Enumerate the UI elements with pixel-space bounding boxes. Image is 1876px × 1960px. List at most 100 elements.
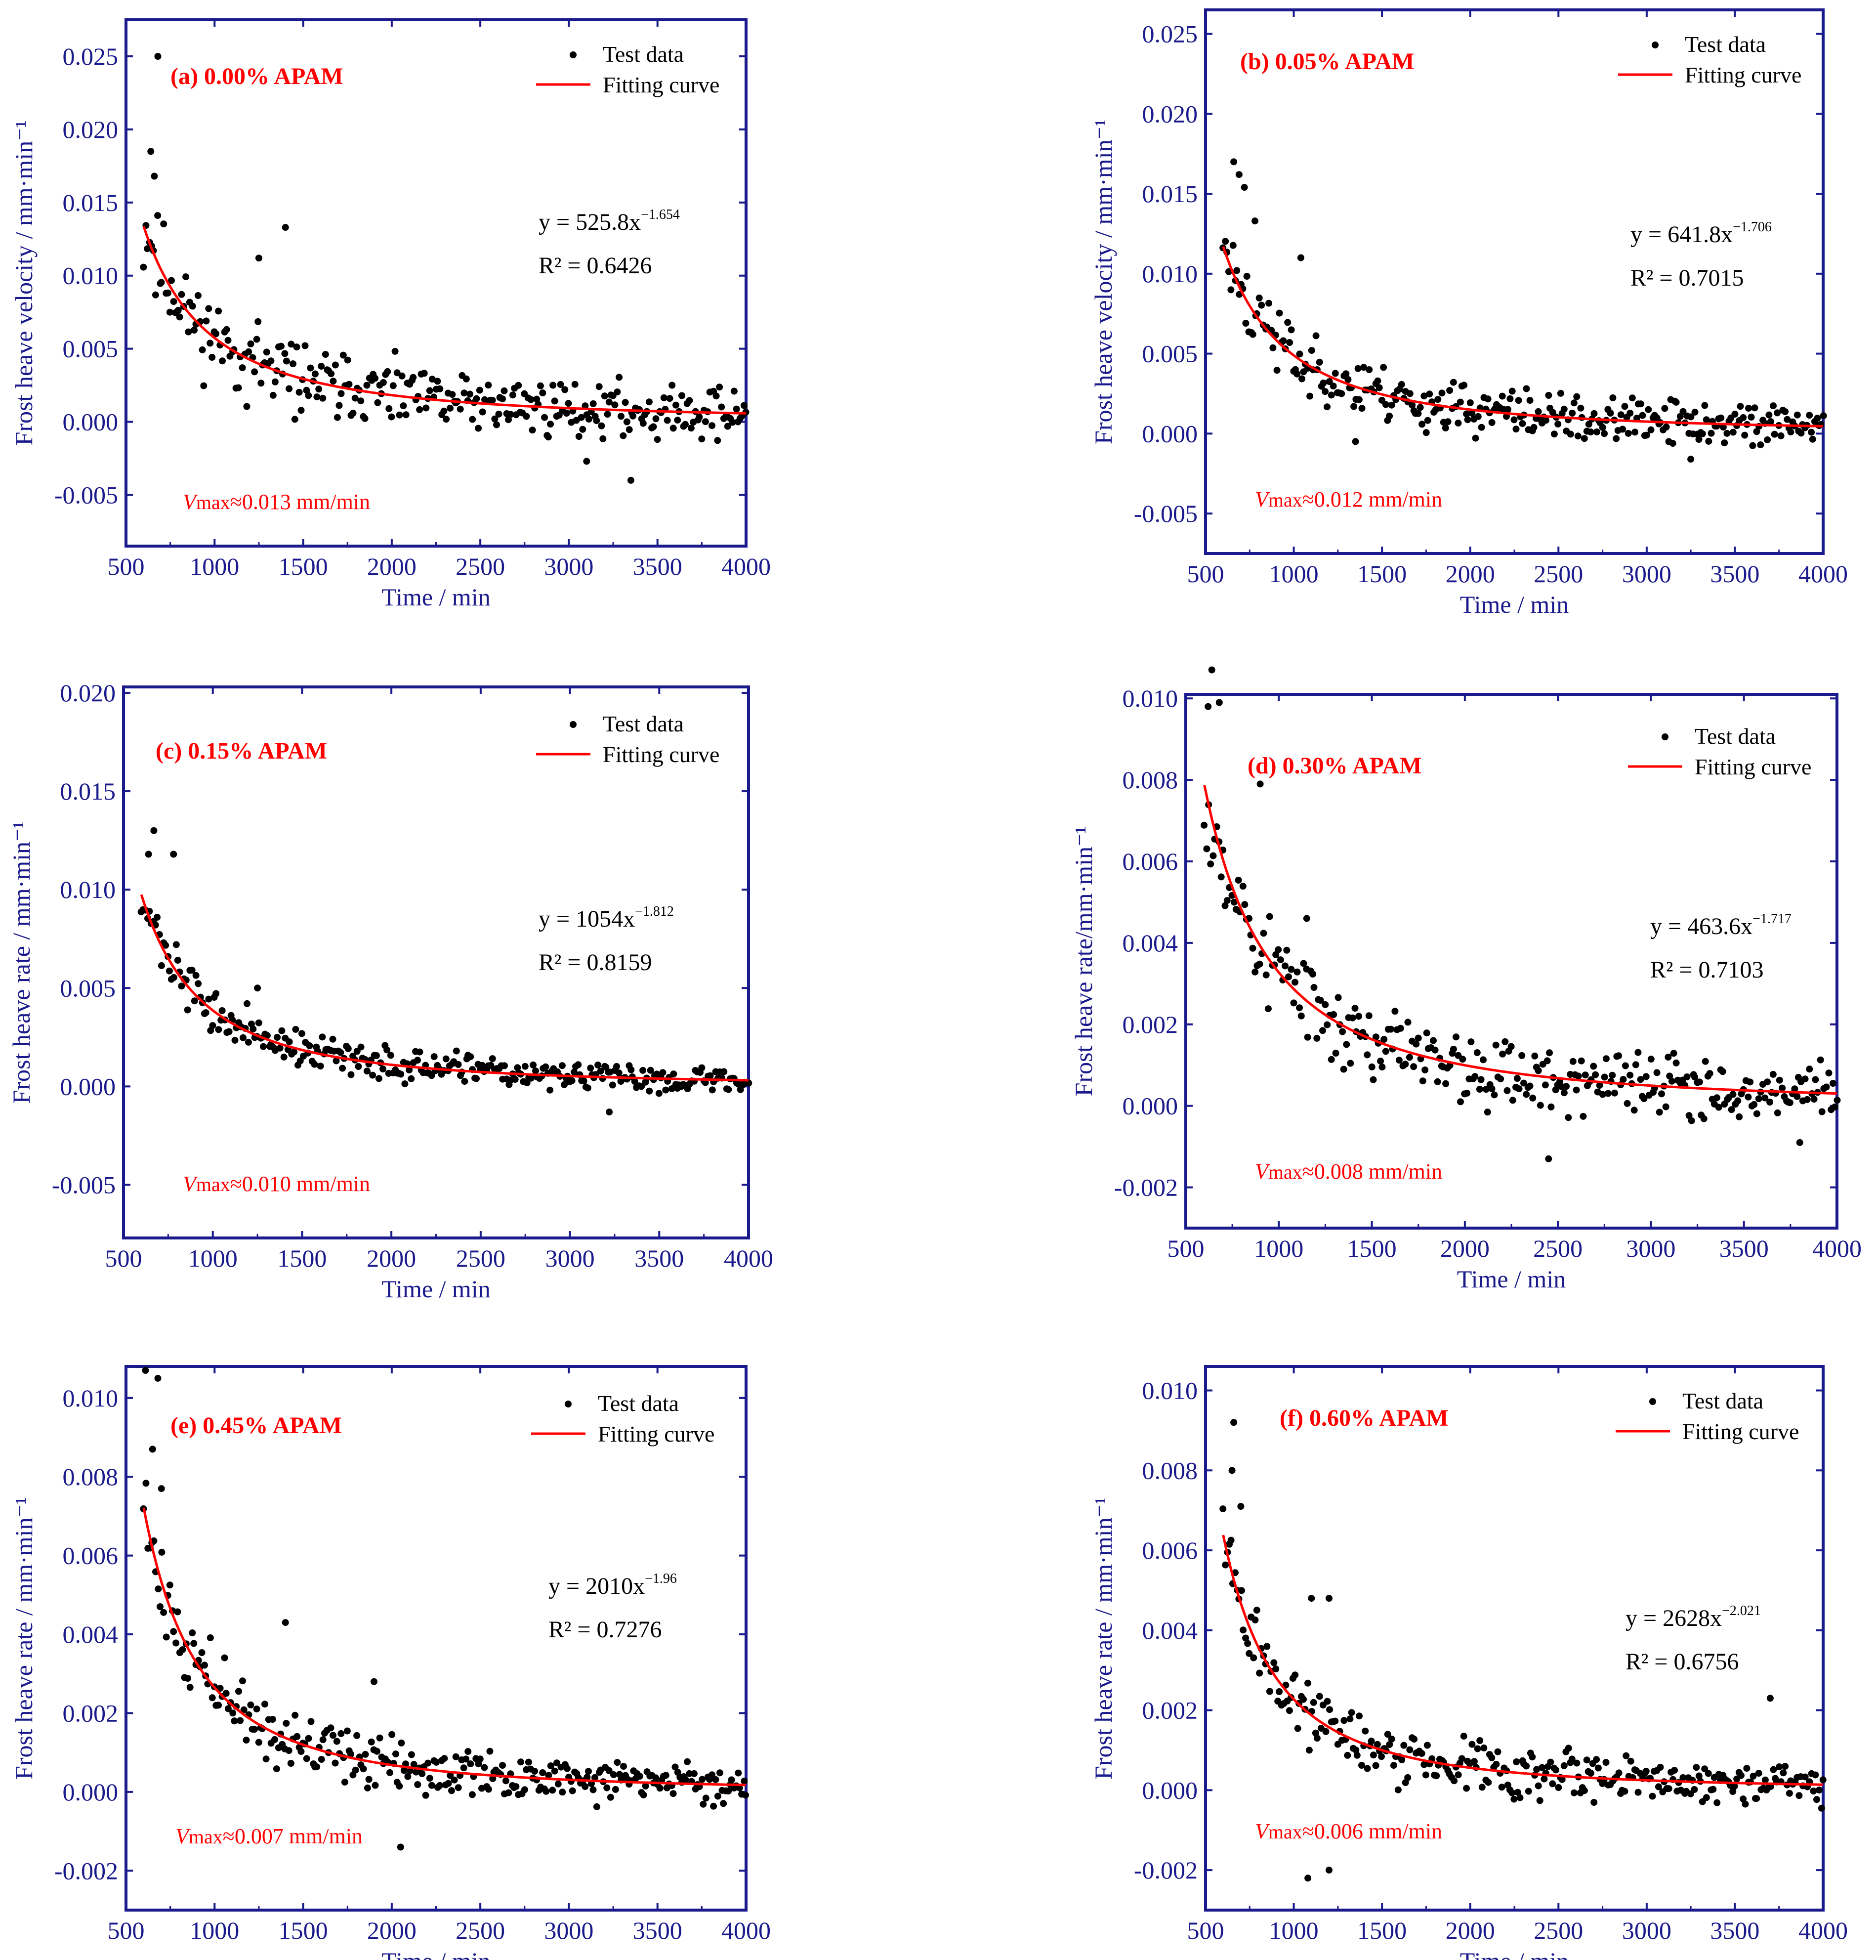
test-data-point bbox=[1313, 1735, 1321, 1742]
test-data-point bbox=[1444, 418, 1452, 426]
test-data-point bbox=[262, 1755, 270, 1763]
test-data-point bbox=[295, 388, 303, 396]
test-data-point bbox=[1753, 428, 1760, 435]
chart-panel-c: 500 1000 1500 2000 2500 3000 3500 4000 -0.005 0.0… bbox=[7, 679, 773, 1303]
x-tick-label: 1000 bbox=[1254, 1235, 1303, 1262]
test-data-point bbox=[714, 1792, 721, 1800]
test-data-point bbox=[273, 1765, 280, 1773]
test-data-point bbox=[1243, 273, 1251, 280]
test-data-point bbox=[1573, 393, 1581, 400]
test-data-point bbox=[1782, 408, 1789, 415]
test-data-point bbox=[629, 412, 636, 420]
test-data-point bbox=[466, 390, 474, 398]
test-data-point bbox=[222, 1690, 230, 1697]
test-data-point bbox=[1272, 1665, 1280, 1672]
test-data-point bbox=[1713, 1094, 1720, 1102]
test-data-point bbox=[469, 416, 476, 423]
test-data-point bbox=[1251, 217, 1258, 225]
test-data-point bbox=[212, 990, 220, 997]
test-data-point bbox=[460, 1764, 467, 1772]
test-data-point bbox=[682, 421, 689, 428]
test-data-point bbox=[1228, 1467, 1236, 1474]
test-data-point bbox=[1766, 1695, 1774, 1702]
test-data-point bbox=[609, 1081, 616, 1089]
test-data-point bbox=[1632, 1061, 1639, 1068]
test-data-point bbox=[1347, 1060, 1354, 1067]
test-data-point bbox=[1230, 158, 1238, 166]
test-data-point bbox=[1691, 1786, 1698, 1793]
test-data-point bbox=[254, 318, 262, 325]
test-data-point bbox=[174, 1608, 181, 1616]
test-data-point bbox=[1260, 930, 1267, 937]
test-data-point bbox=[1253, 1607, 1260, 1614]
test-data-point bbox=[1507, 1043, 1515, 1050]
x-tick-label: 2500 bbox=[1533, 1235, 1583, 1262]
test-data-point bbox=[388, 1731, 396, 1738]
test-data-point bbox=[1457, 398, 1464, 406]
test-data-point bbox=[254, 984, 261, 992]
test-data-point bbox=[1372, 1033, 1379, 1041]
test-data-point bbox=[189, 1629, 196, 1636]
test-data-point bbox=[384, 368, 391, 375]
test-data-point bbox=[593, 417, 600, 425]
test-data-point bbox=[1413, 1040, 1420, 1048]
test-data-point bbox=[664, 417, 671, 424]
test-data-point bbox=[191, 997, 198, 1005]
test-data-point bbox=[291, 1048, 298, 1056]
legend-label-test-data: Test data bbox=[598, 1391, 679, 1416]
test-data-point bbox=[330, 1732, 336, 1739]
test-data-point bbox=[1368, 1063, 1376, 1070]
test-data-point bbox=[1334, 994, 1342, 1001]
x-tick-label: 3000 bbox=[1622, 560, 1671, 588]
test-data-point bbox=[1235, 877, 1242, 884]
test-data-point bbox=[478, 1062, 486, 1069]
panel-label: (d) 0.30% APAM bbox=[1248, 753, 1421, 779]
test-data-point bbox=[422, 1791, 429, 1799]
test-data-point bbox=[1555, 1784, 1562, 1791]
test-data-point bbox=[1590, 1799, 1598, 1806]
test-data-point bbox=[614, 1759, 621, 1766]
test-data-point bbox=[1709, 1786, 1717, 1793]
test-data-point bbox=[1388, 1736, 1395, 1743]
test-data-point bbox=[502, 1777, 509, 1785]
test-data-point bbox=[668, 382, 676, 389]
test-data-point bbox=[1665, 1785, 1672, 1792]
test-data-point bbox=[372, 375, 379, 382]
y-tick-label: 0.000 bbox=[63, 408, 119, 436]
test-data-point bbox=[1506, 395, 1514, 402]
test-data-point bbox=[467, 1760, 474, 1768]
test-data-point bbox=[742, 1791, 749, 1799]
test-data-point bbox=[1634, 1789, 1642, 1796]
test-data-point bbox=[1468, 1741, 1476, 1748]
test-data-point bbox=[1687, 413, 1695, 421]
y-axis-title: Frost heave velocity / mm·min⁻¹ bbox=[1089, 119, 1117, 444]
test-data-point bbox=[1670, 1050, 1677, 1057]
y-tick-label: 0.004 bbox=[63, 1620, 119, 1648]
test-data-point bbox=[1814, 415, 1821, 422]
test-data-point bbox=[1255, 295, 1263, 301]
test-data-point bbox=[1656, 1108, 1663, 1116]
test-data-point bbox=[1276, 309, 1283, 317]
test-data-point bbox=[1529, 1753, 1536, 1761]
test-data-point bbox=[1777, 432, 1785, 439]
test-data-point bbox=[1818, 1804, 1825, 1812]
test-data-point bbox=[636, 1773, 643, 1780]
test-data-point bbox=[1782, 1763, 1789, 1770]
test-data-point bbox=[601, 392, 608, 400]
test-data-point bbox=[170, 1628, 177, 1635]
x-tick-label: 2000 bbox=[1446, 560, 1495, 588]
test-data-point bbox=[1560, 1762, 1568, 1769]
x-tick-label: 3500 bbox=[634, 1244, 684, 1272]
test-data-point bbox=[1743, 1765, 1751, 1772]
test-data-point bbox=[1642, 1073, 1650, 1080]
test-data-point bbox=[1344, 1751, 1351, 1759]
test-data-point bbox=[1266, 913, 1273, 920]
test-data-point bbox=[200, 382, 208, 389]
test-data-point bbox=[1542, 1081, 1549, 1089]
test-data-point bbox=[389, 382, 397, 389]
test-data-point bbox=[1288, 966, 1295, 973]
test-data-point bbox=[285, 1747, 292, 1754]
test-data-point bbox=[1296, 1004, 1303, 1012]
test-data-point bbox=[537, 382, 544, 389]
test-data-point bbox=[1570, 399, 1578, 407]
